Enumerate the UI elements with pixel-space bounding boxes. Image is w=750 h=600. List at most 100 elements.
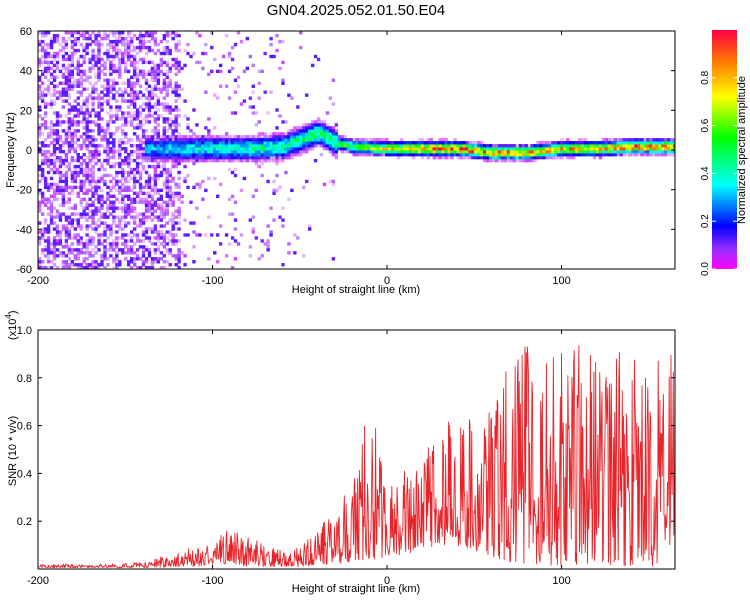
spectrogram-cell (666, 141, 671, 145)
spectrogram-cell (171, 236, 175, 240)
spectrogram-cell (251, 135, 255, 139)
spectrogram-cell (162, 72, 166, 77)
spectrogram-cell (290, 155, 294, 160)
spectrogram-cell (266, 147, 270, 151)
spectrogram-cell (296, 150, 300, 154)
spectrogram-cell (426, 147, 431, 151)
spectrogram-cell (82, 111, 86, 115)
spectrogram-cell (147, 164, 152, 169)
spectrogram-cell (162, 126, 166, 130)
spectrogram-cell (248, 138, 253, 142)
spectrogram-cell (316, 57, 321, 62)
spectrogram-cell (560, 152, 564, 157)
spectrogram-cell (94, 227, 98, 231)
spectrogram-cell (204, 152, 208, 157)
spectrogram-cell (88, 114, 92, 118)
spectrogram-cell (649, 147, 653, 151)
spectrogram-cell (150, 150, 155, 154)
spectrogram-cell (70, 135, 75, 139)
spectrogram-cell (385, 144, 389, 148)
spectrogram-cell (557, 147, 561, 151)
spectrogram-cell (269, 206, 273, 210)
spectrogram-cell (38, 31, 42, 35)
spectrogram-cell (533, 152, 537, 157)
spectrogram-cell (91, 39, 95, 44)
spectrogram-cell (129, 81, 134, 85)
spectrogram-cell (88, 266, 92, 269)
spectrogram-cell (82, 197, 86, 201)
spectrogram-cell (97, 167, 101, 172)
spectrogram-cell (147, 254, 152, 258)
spectrogram-cell (396, 150, 401, 154)
spectrogram-cell (38, 230, 42, 234)
spectrogram-cell (444, 147, 448, 151)
spectrogram-cell (159, 188, 164, 193)
spectrogram-cell (91, 248, 95, 252)
spectrogram-cell (316, 141, 321, 145)
spectrogram-cell (218, 84, 223, 88)
spectrogram-cell (394, 150, 398, 154)
spectrogram-cell (159, 144, 164, 148)
spectrogram-cell (512, 158, 517, 163)
spectrogram-cell (156, 161, 161, 166)
spectrogram-cell (165, 105, 169, 109)
spectrogram-cell (85, 266, 89, 269)
spectrogram-cell (284, 150, 288, 154)
spectrogram-cell (337, 138, 342, 142)
spectrogram-cell (319, 120, 324, 124)
spectrogram-cell (230, 138, 235, 142)
spectrogram-cell (186, 42, 190, 47)
spectrogram-cell (583, 152, 588, 157)
spectrogram-cell (94, 114, 98, 118)
spectrogram-cell (132, 227, 137, 231)
spectrogram-cell (328, 96, 333, 100)
spectrogram-cell (109, 155, 113, 160)
spectrogram-cell (43, 197, 48, 201)
spectrogram-cell (138, 161, 143, 166)
spectrogram-cell (46, 266, 51, 269)
spectrogram-cell (112, 54, 116, 59)
spectrogram-cell (55, 170, 60, 175)
spectrogram-cell (112, 221, 116, 225)
spectrogram-cell (91, 260, 95, 264)
spectrogram-cell (646, 138, 650, 142)
spectrogram-cell (580, 144, 585, 148)
spectrogram-cell (138, 114, 143, 118)
spectrogram-cell (135, 45, 140, 50)
spectrogram-cell (103, 93, 107, 97)
spectrogram-cell (153, 75, 158, 80)
spectrogram-cell (310, 141, 315, 145)
spectrogram-cell (70, 33, 75, 38)
spectrogram-cell (124, 233, 128, 237)
spectrogram-cell (49, 152, 54, 157)
spectrogram-cell (135, 194, 140, 199)
spectrogram-cell (132, 66, 137, 71)
spectrogram-cell (506, 155, 511, 160)
spectrogram-cell (411, 141, 416, 145)
spectrogram-cell (38, 188, 42, 193)
spectrogram-cell (236, 158, 241, 163)
spectrogram-cell (70, 147, 75, 151)
spectrogram-cell (325, 132, 330, 136)
spectrogram-cell (174, 33, 178, 38)
spectrogram-cell (168, 141, 172, 145)
spectrogram-cell (518, 150, 522, 154)
spectrogram-cell (144, 158, 149, 163)
spectrogram-cell (189, 144, 193, 148)
spectrogram-cell (76, 233, 80, 237)
spectrogram-cell (391, 147, 395, 151)
spectrogram-cell (598, 144, 603, 148)
spectrogram-cell (399, 150, 404, 154)
spectrogram-cell (141, 215, 146, 219)
spectrogram-cell (622, 150, 626, 154)
spectrogram-cell (177, 263, 181, 267)
spectrogram-cell (284, 141, 288, 145)
spectrogram-cell (85, 126, 89, 130)
spectrogram-cell (227, 158, 232, 163)
spectrogram-cell (266, 224, 270, 228)
spectrogram-cell (557, 144, 561, 148)
spectrogram-cell (97, 48, 101, 53)
spectrogram-cell (79, 93, 83, 97)
spectrogram-cell (168, 135, 172, 139)
spectrogram-cell (46, 155, 51, 160)
